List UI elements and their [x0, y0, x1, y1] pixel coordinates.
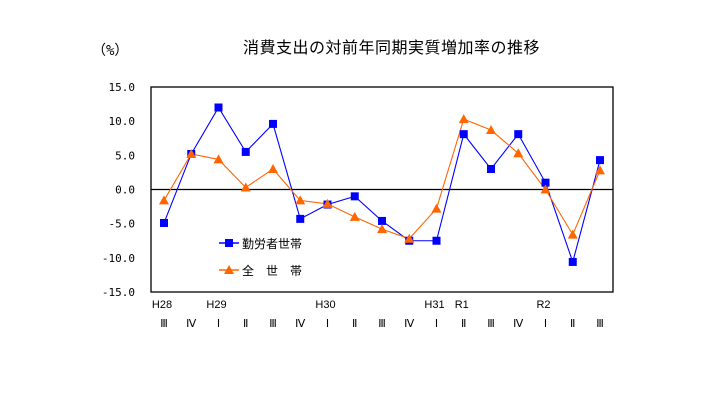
data-point-square: [269, 119, 277, 128]
data-point-triangle: [595, 165, 605, 175]
x-quarter-label: Ⅱ: [570, 318, 575, 330]
x-quarter-label: Ⅲ: [596, 318, 604, 330]
data-point-square: [350, 192, 359, 201]
data-point-square: [432, 236, 441, 245]
data-point-triangle: [486, 125, 496, 135]
y-tick-label: -10.0: [102, 252, 135, 265]
x-quarter-label: Ⅲ: [487, 318, 495, 330]
data-point-triangle: [431, 203, 442, 213]
data-point-triangle: [322, 198, 333, 208]
x-year-label: R1: [455, 299, 469, 311]
x-quarter-label: Ⅳ: [404, 318, 415, 330]
data-point-triangle: [458, 114, 469, 124]
x-quarter-label: Ⅱ: [243, 318, 248, 330]
x-year-label: R2: [536, 299, 550, 311]
x-quarter-label: Ⅰ: [544, 318, 547, 330]
data-point-triangle: [213, 154, 224, 164]
data-point-triangle: [268, 164, 278, 173]
x-quarter-label: Ⅲ: [269, 318, 277, 330]
x-year-label: H29: [206, 299, 226, 311]
data-point-triangle: [159, 195, 169, 205]
legend-label: 全 世 帯: [242, 263, 302, 278]
x-quarter-label: Ⅳ: [295, 318, 306, 330]
data-point-square: [568, 257, 577, 266]
y-tick-label: 0.0: [115, 184, 135, 197]
x-year-label: H28: [152, 299, 172, 311]
data-point-triangle: [377, 224, 387, 234]
data-point-triangle: [567, 229, 578, 239]
x-quarter-label: Ⅳ: [186, 318, 197, 330]
y-tick-label: -5.0: [109, 218, 136, 231]
legend-label: 勤労者世帯: [242, 237, 302, 251]
y-tick-label: 5.0: [115, 149, 135, 162]
data-point-square: [541, 178, 550, 187]
data-point-triangle: [513, 148, 524, 158]
data-point-triangle: [404, 233, 415, 243]
x-year-label: H31: [424, 299, 444, 311]
data-point-triangle: [349, 211, 360, 221]
x-quarter-label: Ⅲ: [378, 318, 386, 330]
y-tick-label: 10.0: [109, 115, 136, 128]
data-point-square: [214, 103, 223, 112]
data-point-triangle: [295, 195, 306, 205]
data-point-square: [487, 165, 495, 173]
data-point-square: [514, 130, 523, 139]
data-point-square: [241, 147, 250, 156]
data-point-triangle: [240, 182, 251, 192]
data-point-square: [160, 218, 168, 227]
data-point-square: [378, 216, 386, 225]
x-quarter-label: Ⅰ: [435, 318, 438, 330]
x-quarter-label: Ⅰ: [217, 318, 220, 330]
y-axis-unit-label: （%）: [92, 43, 129, 59]
x-quarter-label: Ⅱ: [352, 318, 357, 330]
x-quarter-label: Ⅳ: [513, 318, 524, 330]
data-point-square: [596, 156, 604, 165]
legend-square-icon: [225, 239, 233, 247]
legend-triangle-icon: [224, 265, 234, 274]
x-year-label: H30: [315, 299, 335, 311]
x-quarter-label: Ⅰ: [326, 318, 329, 330]
y-tick-label: -15.0: [102, 286, 135, 299]
y-tick-label: 15.0: [109, 81, 136, 94]
x-quarter-label: Ⅲ: [160, 318, 168, 330]
data-point-triangle: [540, 184, 551, 194]
data-point-triangle: [186, 148, 197, 158]
data-point-square: [296, 214, 305, 223]
data-point-square: [459, 130, 468, 139]
x-quarter-label: Ⅱ: [461, 318, 466, 330]
chart-title: 消費支出の対前年同期実質増加率の推移: [242, 38, 540, 57]
